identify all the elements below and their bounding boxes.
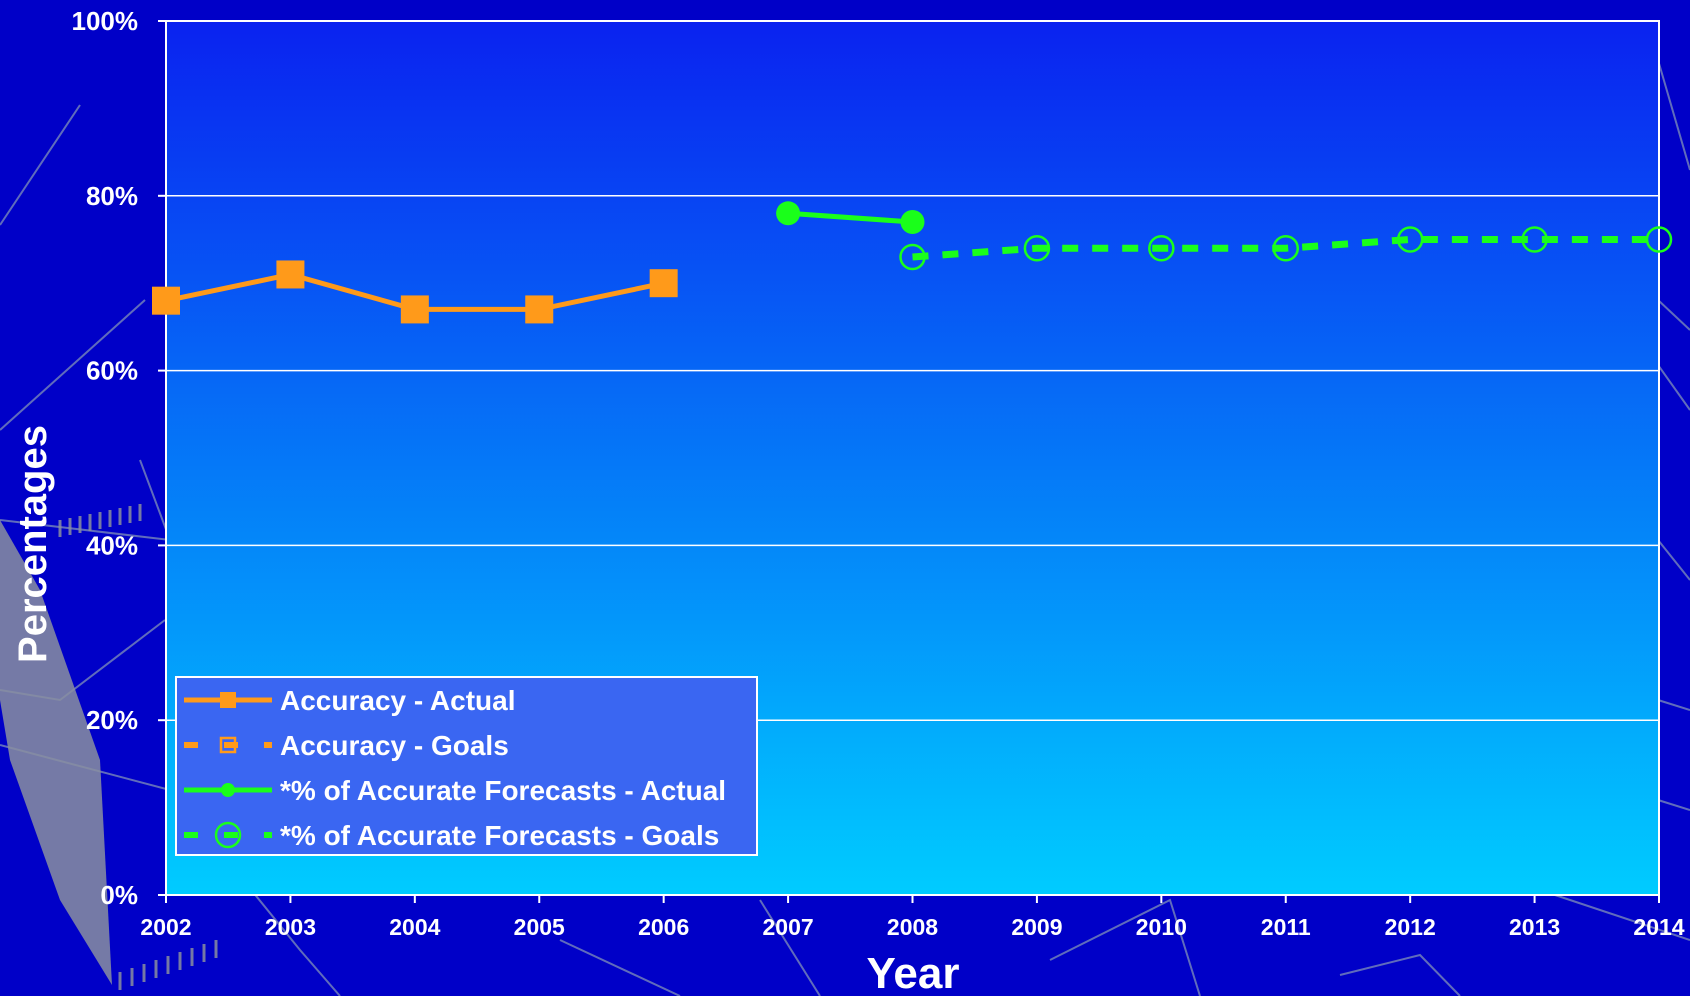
legend-label: *% of Accurate Forecasts - Actual	[280, 775, 726, 806]
legend-item: *% of Accurate Forecasts - Goals	[184, 820, 719, 851]
data-point	[649, 269, 678, 298]
y-tick-label: 80%	[86, 181, 138, 211]
data-point	[152, 286, 180, 315]
x-tick-label: 2002	[140, 914, 191, 940]
x-tick-label: 2005	[514, 914, 565, 940]
data-point	[276, 260, 305, 289]
x-tick-label: 2014	[1633, 914, 1684, 940]
x-tick-label: 2007	[762, 914, 813, 940]
legend-label: *% of Accurate Forecasts - Goals	[280, 820, 719, 851]
legend-swatch-marker	[219, 736, 237, 754]
legend-swatch-marker	[221, 783, 235, 797]
x-axis-title: Year	[867, 949, 960, 996]
data-point	[1396, 226, 1424, 253]
legend-swatch-marker	[220, 692, 236, 708]
legend-label: Accuracy - Goals	[280, 730, 509, 761]
data-point	[1272, 234, 1299, 262]
legend-box	[175, 676, 758, 856]
legend-item: *% of Accurate Forecasts - Actual	[184, 775, 726, 806]
series-line	[912, 236, 1659, 261]
series-0	[152, 260, 678, 324]
series-2	[776, 201, 925, 235]
data-point	[899, 243, 926, 271]
y-tick-label: 60%	[86, 356, 138, 386]
data-point	[400, 295, 429, 324]
x-tick-label: 2004	[389, 914, 440, 940]
y-tick-label: 0%	[100, 880, 138, 910]
legend: Accuracy - Actual Accuracy - Goals *% of A…	[175, 676, 758, 856]
y-tick-label: 20%	[86, 705, 138, 735]
y-tick-label: 100%	[72, 6, 139, 36]
x-axis: 2002 2003 2004 2005 2006 2007 2008 2009 2010 2011…	[140, 895, 1685, 940]
compass-scale-decor	[58, 504, 218, 990]
data-point	[900, 210, 925, 235]
data-point	[776, 201, 801, 226]
x-tick-label: 2008	[887, 914, 938, 940]
x-tick-label: 2010	[1136, 914, 1187, 940]
x-tick-label: 2011	[1261, 914, 1311, 940]
x-tick-label: 2012	[1385, 914, 1436, 940]
x-tick-label: 2003	[265, 914, 316, 940]
x-tick-label: 2009	[1011, 914, 1062, 940]
series-layer	[152, 201, 1673, 324]
series-3	[899, 226, 1673, 271]
x-tick-label: 2013	[1509, 914, 1560, 940]
y-tick-label: 40%	[86, 530, 138, 560]
legend-item: Accuracy - Actual	[184, 685, 516, 716]
data-point	[525, 295, 554, 324]
compass-needle-decor	[0, 520, 112, 985]
legend-label: Accuracy - Actual	[280, 685, 516, 716]
y-axis-title: Percentages	[11, 425, 55, 663]
data-point	[1023, 234, 1051, 262]
data-point	[1521, 226, 1548, 253]
series-line	[787, 210, 913, 225]
legend-item: Accuracy - Goals	[184, 730, 509, 761]
x-tick-label: 2006	[638, 914, 689, 940]
y-axis: 0% 20% 40% 60% 80% 100%	[72, 6, 166, 910]
legend-swatch-marker	[214, 821, 242, 849]
data-point	[1645, 226, 1673, 253]
data-point	[1148, 234, 1175, 262]
